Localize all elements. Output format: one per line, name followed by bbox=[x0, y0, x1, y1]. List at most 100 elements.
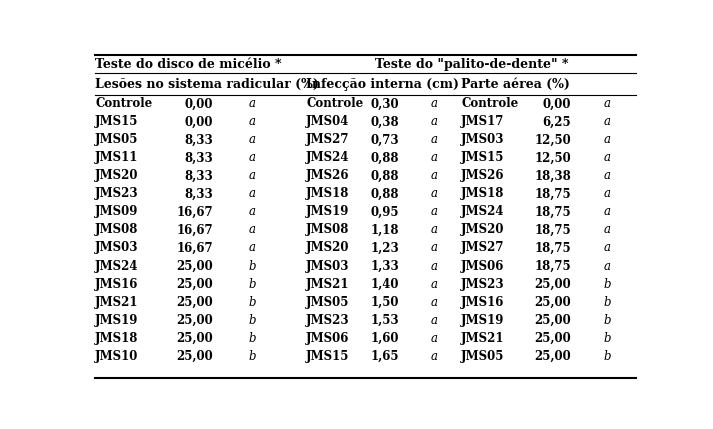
Text: 16,67: 16,67 bbox=[177, 242, 213, 254]
Text: 0,38: 0,38 bbox=[371, 115, 399, 128]
Text: a: a bbox=[431, 332, 438, 344]
Text: JMS26: JMS26 bbox=[461, 169, 505, 182]
Text: JMS05: JMS05 bbox=[96, 133, 139, 146]
Text: 12,50: 12,50 bbox=[535, 151, 571, 164]
Text: a: a bbox=[248, 97, 255, 110]
Text: JMS09: JMS09 bbox=[96, 205, 139, 218]
Text: 0,88: 0,88 bbox=[371, 187, 399, 200]
Text: JMS03: JMS03 bbox=[96, 242, 139, 254]
Text: a: a bbox=[431, 314, 438, 326]
Text: 25,00: 25,00 bbox=[535, 278, 571, 290]
Text: b: b bbox=[603, 314, 610, 326]
Text: 1,40: 1,40 bbox=[371, 278, 399, 290]
Text: JMS06: JMS06 bbox=[306, 332, 349, 344]
Text: JMS27: JMS27 bbox=[306, 133, 349, 146]
Text: b: b bbox=[603, 350, 610, 363]
Text: 0,00: 0,00 bbox=[543, 97, 571, 110]
Text: a: a bbox=[431, 224, 438, 236]
Text: a: a bbox=[431, 115, 438, 128]
Text: 1,65: 1,65 bbox=[371, 350, 399, 363]
Text: b: b bbox=[248, 278, 256, 290]
Text: JMS19: JMS19 bbox=[306, 205, 349, 218]
Text: JMS24: JMS24 bbox=[306, 151, 349, 164]
Text: JMS24: JMS24 bbox=[96, 260, 139, 272]
Text: a: a bbox=[603, 205, 610, 218]
Text: JMS15: JMS15 bbox=[306, 350, 349, 363]
Text: JMS23: JMS23 bbox=[461, 278, 505, 290]
Text: JMS21: JMS21 bbox=[461, 332, 505, 344]
Text: 25,00: 25,00 bbox=[176, 350, 213, 363]
Text: a: a bbox=[248, 133, 255, 146]
Text: a: a bbox=[248, 169, 255, 182]
Text: b: b bbox=[603, 332, 610, 344]
Text: a: a bbox=[431, 97, 438, 110]
Text: JMS03: JMS03 bbox=[306, 260, 349, 272]
Text: 0,00: 0,00 bbox=[185, 115, 213, 128]
Text: a: a bbox=[431, 242, 438, 254]
Text: Infecção interna (cm): Infecção interna (cm) bbox=[306, 78, 459, 91]
Text: a: a bbox=[603, 169, 610, 182]
Text: JMS16: JMS16 bbox=[461, 296, 505, 308]
Text: a: a bbox=[248, 205, 255, 218]
Text: JMS05: JMS05 bbox=[306, 296, 349, 308]
Text: JMS26: JMS26 bbox=[306, 169, 349, 182]
Text: 18,38: 18,38 bbox=[535, 169, 571, 182]
Text: b: b bbox=[248, 296, 256, 308]
Text: 8,33: 8,33 bbox=[185, 169, 213, 182]
Text: Teste do "palito-de-dente" *: Teste do "palito-de-dente" * bbox=[375, 58, 569, 71]
Text: 8,33: 8,33 bbox=[185, 133, 213, 146]
Text: 12,50: 12,50 bbox=[535, 133, 571, 146]
Text: 6,25: 6,25 bbox=[543, 115, 571, 128]
Text: a: a bbox=[431, 133, 438, 146]
Text: JMS10: JMS10 bbox=[96, 350, 139, 363]
Text: JMS20: JMS20 bbox=[96, 169, 139, 182]
Text: 25,00: 25,00 bbox=[176, 296, 213, 308]
Text: 25,00: 25,00 bbox=[176, 314, 213, 326]
Text: JMS15: JMS15 bbox=[461, 151, 505, 164]
Text: a: a bbox=[603, 115, 610, 128]
Text: 0,95: 0,95 bbox=[371, 205, 399, 218]
Text: a: a bbox=[248, 242, 255, 254]
Text: a: a bbox=[248, 187, 255, 200]
Text: 16,67: 16,67 bbox=[177, 205, 213, 218]
Text: JMS18: JMS18 bbox=[96, 332, 139, 344]
Text: b: b bbox=[603, 278, 610, 290]
Text: b: b bbox=[248, 260, 256, 272]
Text: a: a bbox=[431, 260, 438, 272]
Text: JMS27: JMS27 bbox=[461, 242, 505, 254]
Text: 0,88: 0,88 bbox=[371, 169, 399, 182]
Text: b: b bbox=[248, 314, 256, 326]
Text: 1,50: 1,50 bbox=[371, 296, 399, 308]
Text: 8,33: 8,33 bbox=[185, 151, 213, 164]
Text: Teste do disco de micélio *: Teste do disco de micélio * bbox=[96, 58, 282, 71]
Text: Controle: Controle bbox=[461, 97, 518, 110]
Text: a: a bbox=[603, 97, 610, 110]
Text: a: a bbox=[431, 151, 438, 164]
Text: a: a bbox=[248, 115, 255, 128]
Text: a: a bbox=[248, 224, 255, 236]
Text: a: a bbox=[431, 296, 438, 308]
Text: 1,53: 1,53 bbox=[371, 314, 399, 326]
Text: JMS21: JMS21 bbox=[96, 296, 139, 308]
Text: Controle: Controle bbox=[306, 97, 364, 110]
Text: JMS17: JMS17 bbox=[461, 115, 505, 128]
Text: a: a bbox=[603, 133, 610, 146]
Text: JMS18: JMS18 bbox=[306, 187, 349, 200]
Text: JMS23: JMS23 bbox=[96, 187, 139, 200]
Text: JMS19: JMS19 bbox=[461, 314, 505, 326]
Text: 25,00: 25,00 bbox=[176, 260, 213, 272]
Text: a: a bbox=[603, 242, 610, 254]
Text: JMS23: JMS23 bbox=[306, 314, 350, 326]
Text: JMS06: JMS06 bbox=[461, 260, 505, 272]
Text: 18,75: 18,75 bbox=[535, 205, 571, 218]
Text: a: a bbox=[603, 187, 610, 200]
Text: Parte aérea (%): Parte aérea (%) bbox=[461, 78, 570, 91]
Text: 0,00: 0,00 bbox=[185, 97, 213, 110]
Text: JMS21: JMS21 bbox=[306, 278, 349, 290]
Text: 1,18: 1,18 bbox=[371, 224, 399, 236]
Text: b: b bbox=[248, 332, 256, 344]
Text: 0,88: 0,88 bbox=[371, 151, 399, 164]
Text: a: a bbox=[431, 169, 438, 182]
Text: JMS18: JMS18 bbox=[461, 187, 505, 200]
Text: JMS08: JMS08 bbox=[306, 224, 349, 236]
